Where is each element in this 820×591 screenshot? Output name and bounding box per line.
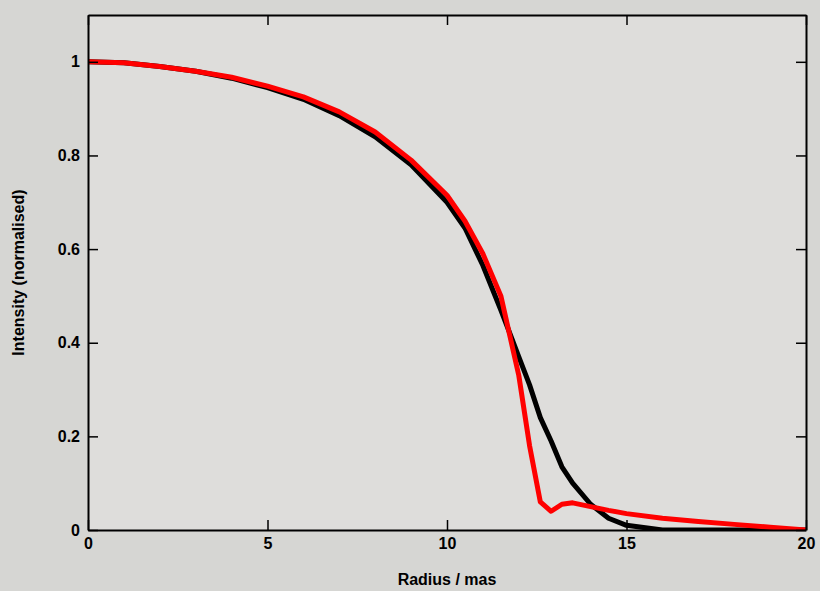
tick bbox=[796, 530, 806, 531]
tick-label: 10 bbox=[439, 535, 457, 552]
tick-mark bbox=[88, 530, 98, 532]
tick-label: 0 bbox=[71, 522, 80, 539]
tick: 15 bbox=[618, 520, 636, 552]
tick bbox=[796, 436, 806, 437]
tick: 10 bbox=[439, 520, 457, 552]
tick-mark bbox=[267, 15, 269, 25]
series-line bbox=[88, 62, 806, 530]
tick bbox=[268, 15, 269, 25]
tick: 0.8 bbox=[58, 147, 98, 164]
tick-label: 15 bbox=[618, 535, 636, 552]
tick-mark bbox=[796, 62, 806, 64]
tick-mark bbox=[796, 342, 806, 344]
tick bbox=[796, 155, 806, 156]
tick-mark bbox=[88, 436, 98, 438]
tick: 0.6 bbox=[58, 241, 98, 258]
tick-mark bbox=[88, 62, 98, 64]
tick bbox=[796, 343, 806, 344]
axis-line bbox=[88, 16, 90, 531]
tick: 0.4 bbox=[58, 334, 98, 351]
y-axis: 0 0.2 0.4 0.6 0.8 1 bbox=[58, 16, 98, 539]
tick-mark bbox=[447, 15, 449, 25]
x-axis-title: Radius / mas bbox=[398, 571, 497, 588]
tick-mark bbox=[88, 155, 98, 157]
plot: 0 5 10 15 20 0 0.2 0.4 0.6 0.8 1 bbox=[58, 15, 816, 552]
tick bbox=[447, 15, 448, 25]
tick-mark bbox=[796, 249, 806, 251]
tick-mark bbox=[796, 155, 806, 157]
x-axis: 0 5 10 15 20 bbox=[84, 520, 815, 552]
tick-mark bbox=[796, 530, 806, 532]
tick-mark bbox=[626, 15, 628, 25]
tick: 0 bbox=[71, 522, 98, 539]
lines bbox=[88, 62, 806, 530]
tick bbox=[796, 249, 806, 250]
tick: 5 bbox=[264, 520, 273, 552]
tick-label: 0.8 bbox=[58, 147, 80, 164]
tick: 1 bbox=[71, 53, 98, 70]
x-axis-top bbox=[89, 15, 807, 25]
chart: 0 5 10 15 20 0 0.2 0.4 0.6 0.8 1 Radius / mas Intens… bbox=[0, 0, 820, 591]
tick-label: 0.4 bbox=[58, 334, 80, 351]
tick-label: 20 bbox=[798, 535, 816, 552]
tick: 0.2 bbox=[58, 428, 98, 445]
series-line bbox=[88, 62, 806, 530]
axis-line bbox=[806, 16, 808, 531]
tick-mark bbox=[626, 520, 628, 530]
tick-mark bbox=[88, 249, 98, 251]
tick-mark bbox=[88, 342, 98, 344]
tick bbox=[627, 15, 628, 25]
plot-background bbox=[88, 15, 806, 530]
y-axis-right bbox=[796, 16, 807, 531]
tick-mark bbox=[447, 520, 449, 530]
tick-label: 0 bbox=[84, 535, 93, 552]
tick-label: 5 bbox=[264, 535, 273, 552]
tick-mark bbox=[796, 436, 806, 438]
y-axis-title: Intensity (normalised) bbox=[10, 189, 27, 355]
tick bbox=[796, 62, 806, 63]
tick-label: 0.6 bbox=[58, 241, 80, 258]
tick-label: 1 bbox=[71, 53, 80, 70]
tick-mark bbox=[267, 520, 269, 530]
tick-label: 0.2 bbox=[58, 428, 80, 445]
